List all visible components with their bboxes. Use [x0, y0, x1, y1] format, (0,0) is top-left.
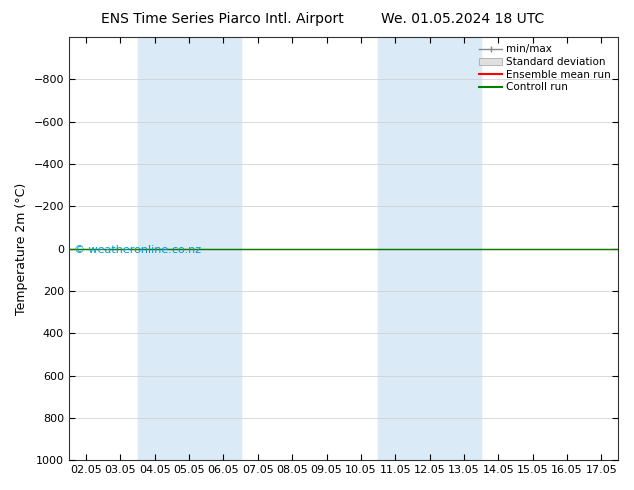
- Text: © weatheronline.co.nz: © weatheronline.co.nz: [74, 245, 202, 255]
- Legend: min/max, Standard deviation, Ensemble mean run, Controll run: min/max, Standard deviation, Ensemble me…: [476, 40, 616, 97]
- Text: We. 01.05.2024 18 UTC: We. 01.05.2024 18 UTC: [381, 12, 545, 26]
- Bar: [138, 37, 241, 460]
- Text: ENS Time Series Piarco Intl. Airport: ENS Time Series Piarco Intl. Airport: [101, 12, 343, 26]
- Bar: [378, 37, 481, 460]
- Y-axis label: Temperature 2m (°C): Temperature 2m (°C): [15, 182, 28, 315]
